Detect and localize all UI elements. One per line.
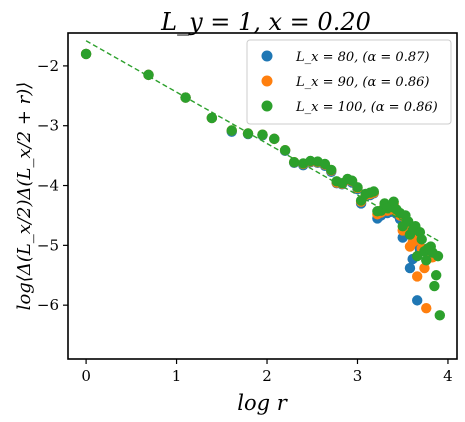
data-point-series-3 [368,186,379,197]
plot-marks [80,40,446,321]
data-point-series-3 [288,157,300,168]
legend: L_x = 80, (α = 0.87) L_x = 90, (α = 0.86)… [246,39,452,125]
y-tick-label: −3 [37,117,59,135]
plot-frame [67,32,458,360]
fit-line [85,40,440,242]
legend-box [246,39,452,125]
data-point-series-1 [412,295,423,306]
data-point-series-3 [257,129,268,140]
data-point-series-2 [412,271,423,282]
data-point-series-3 [429,280,440,292]
legend-label-series-1: L_x = 80, (α = 0.87) [295,50,429,65]
legend-marker-series-3 [261,100,273,112]
x-tick-label: 0 [81,367,91,385]
y-axis-title: log⟨Δ(L_x/2)Δ(L_x/2 + r)⟩ [14,82,35,311]
data-point-series-3 [226,125,237,136]
data-point-series-2 [419,262,430,274]
y-tick-label: −5 [37,236,59,254]
data-point-series-3 [430,270,442,281]
data-point-series-3 [434,310,446,321]
data-point-series-3 [206,112,218,124]
legend-label-series-3: L_x = 100, (α = 0.86) [295,100,438,115]
data-point-series-3 [421,255,432,266]
data-point-series-3 [269,133,280,145]
data-point-series-3 [432,250,444,262]
axis-ticks: 0 1 2 3 4 −6 −5 −4 −3 −2 [37,57,453,385]
x-tick-label: 1 [172,367,182,385]
data-point-series-1 [404,262,416,274]
x-tick-label: 4 [443,367,453,385]
y-tick-label: −4 [37,177,59,195]
legend-label-series-2: L_x = 90, (α = 0.86) [295,75,429,90]
x-tick-label: 3 [353,367,363,385]
legend-marker-series-1 [261,50,273,62]
data-point-series-3 [352,182,363,193]
y-tick-label: −6 [37,296,59,314]
legend-marker-series-2 [261,75,273,87]
data-point-series-3 [80,48,92,60]
data-point-series-3 [416,234,427,245]
x-axis-title: log r [237,391,288,415]
data-point-series-2 [421,302,432,314]
y-tick-label: −2 [37,57,59,75]
chart-title: L_y = 1, x = 0.20 [160,8,371,36]
data-point-series-3 [326,164,337,176]
x-tick-label: 2 [262,367,272,385]
